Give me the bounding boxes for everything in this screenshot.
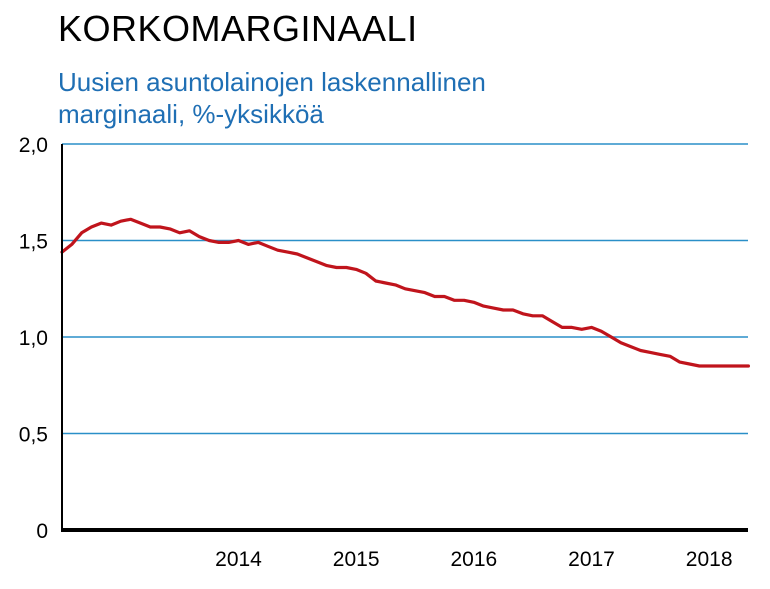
chart-subtitle: Uusien asuntolainojen laskennallinen mar… bbox=[58, 67, 486, 129]
x-tick-label: 2015 bbox=[333, 548, 380, 571]
x-tick-label: 2014 bbox=[215, 548, 262, 571]
x-tick-label: 2016 bbox=[450, 548, 497, 571]
y-tick-label: 0 bbox=[36, 520, 48, 543]
y-tick-label: 1,5 bbox=[19, 231, 48, 254]
series-layer bbox=[60, 217, 751, 368]
grid-lines bbox=[62, 143, 748, 435]
x-axis-tick-labels: 2014 2015 2016 2017 2018 bbox=[215, 548, 732, 571]
y-tick-label: 2,0 bbox=[19, 134, 48, 157]
x-tick-label: 2017 bbox=[568, 548, 615, 571]
x-tick-label: 2018 bbox=[686, 548, 733, 571]
axes bbox=[61, 144, 748, 532]
chart-title: KORKOMARGINAALI bbox=[58, 8, 418, 49]
y-tick-label: 0,5 bbox=[19, 424, 48, 447]
series-line bbox=[60, 217, 751, 368]
y-axis-tick-labels: 0 0,5 1,0 1,5 2,0 bbox=[19, 134, 48, 543]
y-tick-label: 1,0 bbox=[19, 327, 48, 350]
